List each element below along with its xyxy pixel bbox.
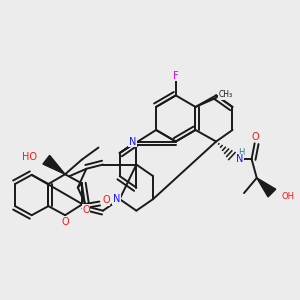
Text: O: O <box>252 132 260 142</box>
Text: N: N <box>113 194 120 204</box>
Polygon shape <box>43 155 65 174</box>
Text: HO: HO <box>22 152 37 162</box>
Text: O: O <box>61 217 69 227</box>
Text: O: O <box>82 205 90 215</box>
Text: CH₃: CH₃ <box>219 90 233 99</box>
Text: H: H <box>238 148 244 157</box>
Text: F: F <box>173 71 178 81</box>
Text: O: O <box>102 195 110 205</box>
Polygon shape <box>257 178 276 197</box>
Text: OH: OH <box>282 192 295 201</box>
Text: N: N <box>236 154 243 164</box>
Text: N: N <box>129 136 136 146</box>
